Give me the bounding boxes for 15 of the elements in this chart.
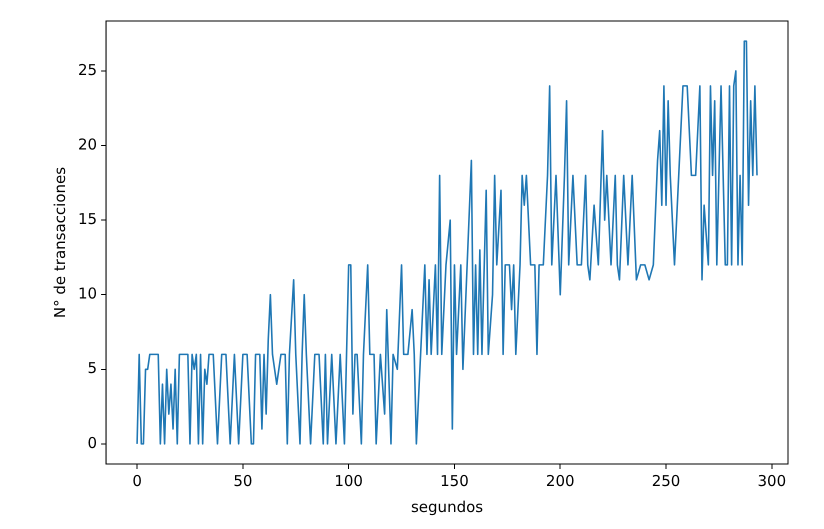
y-tick-label: 15 <box>78 210 98 228</box>
x-tick-label: 100 <box>334 472 363 490</box>
y-tick-label: 0 <box>88 434 98 452</box>
x-tick-label: 50 <box>233 472 252 490</box>
y-tick-label: 5 <box>88 359 98 378</box>
y-tick-label: 10 <box>78 284 98 303</box>
x-tick-label: 300 <box>757 472 786 490</box>
x-axis-title: segundos <box>410 498 484 516</box>
y-tick-label: 20 <box>78 135 98 154</box>
x-tick-label: 0 <box>132 472 142 490</box>
x-tick-label: 250 <box>652 472 680 490</box>
x-tick-label: 200 <box>546 472 575 490</box>
y-axis-title: N° de transacciones <box>50 166 69 318</box>
x-tick-label: 150 <box>440 472 469 490</box>
y-tick-label: 25 <box>78 60 98 79</box>
